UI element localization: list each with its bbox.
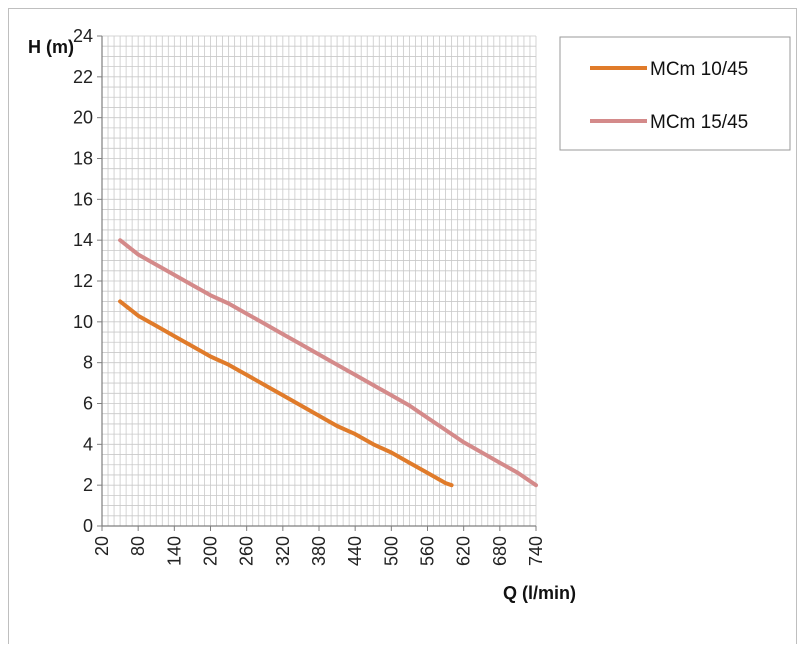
x-tick-label: 680 bbox=[490, 536, 510, 566]
y-tick-label: 18 bbox=[73, 149, 93, 169]
x-tick-label: 620 bbox=[454, 536, 474, 566]
y-tick-label: 10 bbox=[73, 312, 93, 332]
legend-item-mcm-15-45: MCm 15/45 bbox=[590, 112, 748, 133]
series-layer bbox=[118, 238, 538, 488]
legend-box bbox=[559, 36, 791, 151]
y-tick-label: 2 bbox=[83, 475, 93, 495]
x-tick-label: 20 bbox=[92, 536, 112, 556]
y-tick-label: 16 bbox=[73, 189, 93, 209]
y-tick-label: 6 bbox=[83, 394, 93, 414]
y-tick-label: 14 bbox=[73, 230, 93, 250]
legend: MCm 10/45 MCm 15/45 bbox=[559, 36, 791, 151]
x-tick-label: 500 bbox=[381, 536, 401, 566]
x-axis-title: Q (l/min) bbox=[503, 583, 576, 603]
y-tick-label: 12 bbox=[73, 271, 93, 291]
grid-minor bbox=[101, 35, 537, 527]
legend-item-mcm-10-45: MCm 10/45 bbox=[590, 59, 748, 80]
x-tick-label: 320 bbox=[273, 536, 293, 566]
y-tick-label: 8 bbox=[83, 353, 93, 373]
y-axis-title: H (m) bbox=[28, 37, 74, 57]
x-tick-label: 140 bbox=[164, 536, 184, 566]
y-tick-label: 22 bbox=[73, 67, 93, 87]
x-tick-label: 200 bbox=[201, 536, 221, 566]
series-line-mcm-15-45 bbox=[118, 238, 538, 488]
x-tick-label: 260 bbox=[237, 536, 257, 566]
chart-frame bbox=[8, 8, 797, 644]
y-tick-label: 0 bbox=[83, 516, 93, 536]
series-line-mcm-10-45 bbox=[118, 299, 454, 488]
x-tick-label: 560 bbox=[418, 536, 438, 566]
y-tick-label: 4 bbox=[83, 434, 93, 454]
legend-label-mcm-15-45: MCm 15/45 bbox=[650, 112, 748, 133]
legend-label-mcm-10-45: MCm 10/45 bbox=[650, 59, 748, 80]
x-tick-label: 440 bbox=[345, 536, 365, 566]
x-tick-label: 80 bbox=[128, 536, 148, 556]
x-tick-label: 380 bbox=[309, 536, 329, 566]
x-tick-label: 740 bbox=[526, 536, 546, 566]
x-tick-labels: 20 80 140 200 260 320 380 440 500 560 620 680 740 bbox=[92, 526, 546, 566]
y-tick-label: 20 bbox=[73, 108, 93, 128]
y-tick-label: 24 bbox=[73, 26, 93, 46]
